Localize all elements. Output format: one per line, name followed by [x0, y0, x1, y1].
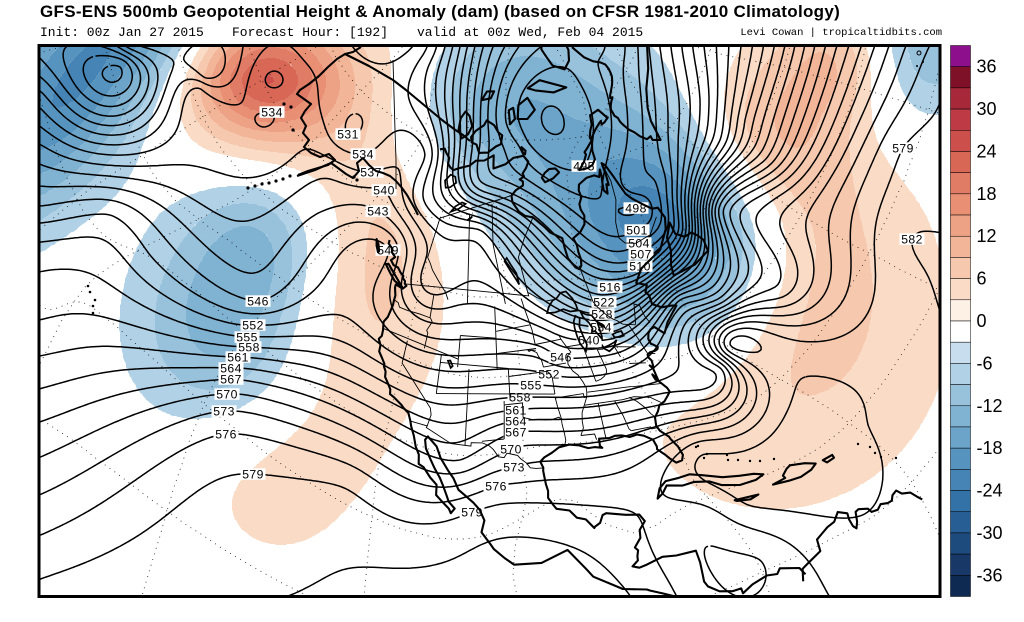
- svg-text:534: 534: [261, 105, 283, 119]
- svg-text:552: 552: [242, 318, 264, 332]
- svg-text:564: 564: [505, 414, 527, 428]
- svg-text:579: 579: [242, 467, 264, 481]
- svg-text:558: 558: [238, 340, 260, 354]
- svg-text:564: 564: [220, 361, 242, 375]
- svg-text:549: 549: [377, 243, 399, 257]
- svg-text:558: 558: [509, 390, 531, 404]
- svg-text:522: 522: [593, 295, 615, 309]
- svg-text:555: 555: [236, 330, 258, 344]
- svg-text:36: 36: [977, 57, 997, 77]
- svg-text:570: 570: [500, 442, 522, 456]
- svg-text:507: 507: [630, 247, 652, 261]
- svg-text:531: 531: [337, 127, 359, 141]
- svg-text:567: 567: [505, 425, 527, 439]
- svg-text:546: 546: [247, 294, 269, 308]
- svg-text:546: 546: [550, 350, 572, 364]
- svg-text:510: 510: [629, 259, 651, 273]
- svg-text:-36: -36: [977, 565, 1003, 585]
- svg-text:552: 552: [538, 367, 560, 381]
- svg-text:501: 501: [626, 223, 648, 237]
- svg-text:24: 24: [977, 142, 997, 162]
- svg-text:6: 6: [977, 269, 987, 289]
- svg-text:579: 579: [461, 505, 483, 519]
- svg-text:561: 561: [227, 350, 249, 364]
- svg-text:498: 498: [625, 201, 647, 215]
- svg-text:537: 537: [360, 165, 382, 179]
- svg-text:543: 543: [367, 204, 389, 218]
- svg-text:555: 555: [520, 378, 542, 392]
- svg-text:573: 573: [503, 460, 525, 474]
- svg-text:0: 0: [977, 311, 987, 331]
- svg-text:576: 576: [215, 427, 237, 441]
- svg-text:534: 534: [352, 147, 374, 161]
- svg-text:-18: -18: [977, 438, 1003, 458]
- svg-text:18: 18: [977, 184, 997, 204]
- svg-text:-24: -24: [977, 481, 1003, 501]
- svg-text:567: 567: [220, 372, 242, 386]
- svg-text:-30: -30: [977, 523, 1003, 543]
- svg-text:516: 516: [599, 280, 621, 294]
- svg-text:561: 561: [505, 403, 527, 417]
- svg-text:576: 576: [485, 479, 507, 493]
- svg-text:504: 504: [628, 236, 650, 250]
- svg-text:12: 12: [977, 226, 997, 246]
- svg-text:540: 540: [373, 183, 395, 197]
- svg-text:-6: -6: [977, 353, 993, 373]
- svg-text:-12: -12: [977, 396, 1003, 416]
- svg-text:30: 30: [977, 99, 997, 119]
- svg-text:579: 579: [892, 141, 914, 155]
- svg-text:528: 528: [591, 307, 613, 321]
- svg-text:570: 570: [216, 387, 238, 401]
- svg-text:582: 582: [901, 232, 923, 246]
- svg-text:573: 573: [213, 404, 235, 418]
